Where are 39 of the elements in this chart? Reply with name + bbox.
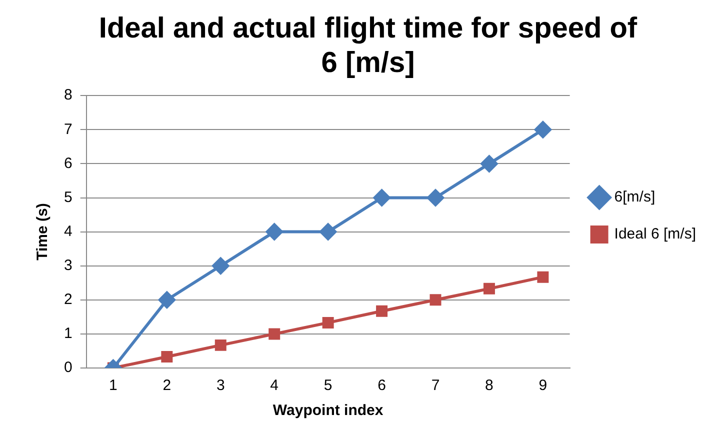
- y-tick-label: 5: [64, 188, 72, 206]
- y-axis-title: Time (s): [34, 203, 52, 260]
- x-tick-label: 7: [431, 377, 440, 394]
- y-tick-label: 2: [64, 291, 72, 308]
- point: [480, 155, 498, 172]
- point: [483, 282, 495, 294]
- x-axis-title: Waypoint index: [272, 402, 384, 420]
- x-tick-label: 6: [378, 377, 386, 394]
- y-tick-label: 8: [64, 86, 72, 104]
- point: [373, 189, 390, 206]
- point: [430, 294, 442, 306]
- x-tick-label: 2: [162, 377, 172, 394]
- point: [158, 291, 176, 308]
- legend-label: Ideal 6 [m/s]: [614, 226, 696, 243]
- x-tick-label: 3: [216, 377, 225, 394]
- point: [161, 351, 173, 363]
- x-tick-label: 5: [324, 377, 332, 394]
- point: [534, 121, 552, 138]
- point: [537, 271, 549, 283]
- y-tick-label: 3: [64, 256, 72, 274]
- point: [214, 339, 226, 351]
- point: [212, 257, 230, 274]
- legend-label: 6[m/s]: [614, 188, 656, 206]
- x-tick-label: 9: [538, 377, 548, 394]
- x-tick-label: 1: [109, 377, 118, 394]
- point: [320, 223, 337, 240]
- x-tick-label: 8: [485, 377, 494, 394]
- point: [376, 305, 388, 317]
- y-tick-label: 0: [64, 359, 72, 376]
- point: [266, 223, 283, 240]
- chart-title: Ideal and actual flight time for speed of 6 [m/s]: [98, 12, 638, 80]
- y-tick-label: 4: [64, 222, 72, 240]
- y-tick-label: 1: [64, 325, 72, 342]
- y-tick-label: 6: [64, 154, 72, 172]
- point: [268, 328, 280, 340]
- y-tick-label: 7: [64, 120, 72, 138]
- x-tick-label: 4: [270, 377, 279, 394]
- point: [427, 189, 444, 206]
- point: [322, 316, 334, 328]
